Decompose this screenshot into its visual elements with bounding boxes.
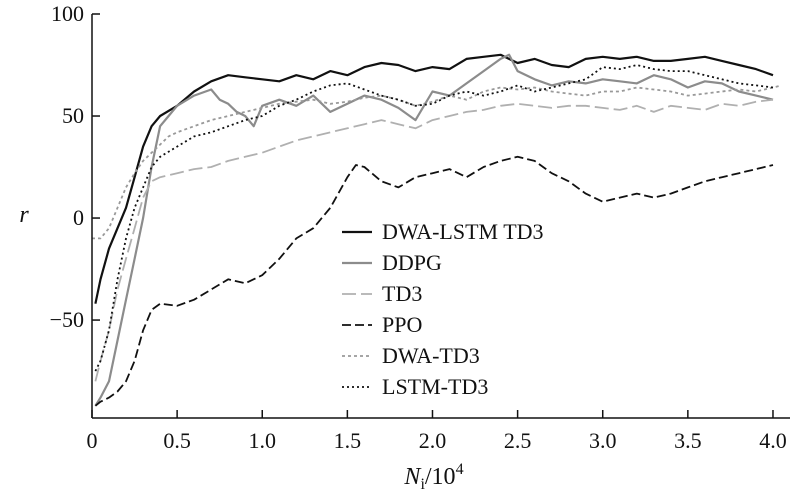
series-line-6 — [94, 64, 774, 372]
legend: DWA-LSTM TD3 DDPG TD3 PPO DWA-TD3 LSTM-TD3 — [342, 219, 544, 399]
legend-label-3: TD3 — [382, 281, 422, 306]
x-tick-label: 0 — [87, 428, 98, 453]
legend-label-4: PPO — [382, 312, 422, 337]
legend-label-6: LSTM-TD3 — [382, 374, 488, 399]
y-tick-label: −50 — [50, 307, 84, 332]
x-tick-label: 0.5 — [163, 428, 191, 453]
series-line-2 — [94, 53, 774, 407]
y-tick-label: 0 — [73, 205, 84, 230]
plot-series — [92, 53, 782, 407]
series-line-5 — [92, 84, 782, 240]
x-tick-label: 3.5 — [674, 428, 702, 453]
legend-label-5: DWA-TD3 — [382, 343, 480, 368]
x-tick-label: 4.0 — [759, 428, 787, 453]
legend-label-2: DDPG — [382, 250, 442, 275]
y-ticks: −50 0 50 100 — [50, 1, 100, 332]
x-tick-label: 3.0 — [589, 428, 617, 453]
x-tick-label: 1.5 — [334, 428, 362, 453]
y-tick-label: 100 — [51, 1, 84, 26]
axes — [91, 14, 790, 419]
y-tick-label: 50 — [62, 103, 84, 128]
x-ticks: 0 0.5 1.0 1.5 2.0 2.5 3.0 3.5 4.0 — [87, 410, 787, 453]
y-axis-title: r — [19, 202, 29, 228]
series-line-3 — [94, 98, 774, 382]
series-line-1 — [94, 53, 774, 304]
x-tick-label: 2.0 — [419, 428, 447, 453]
x-axis-title: Ni/104 — [403, 461, 463, 493]
x-tick-label: 2.5 — [504, 428, 532, 453]
legend-label-1: DWA-LSTM TD3 — [382, 219, 544, 244]
x-tick-label: 1.0 — [248, 428, 276, 453]
series-line-4 — [94, 155, 774, 407]
